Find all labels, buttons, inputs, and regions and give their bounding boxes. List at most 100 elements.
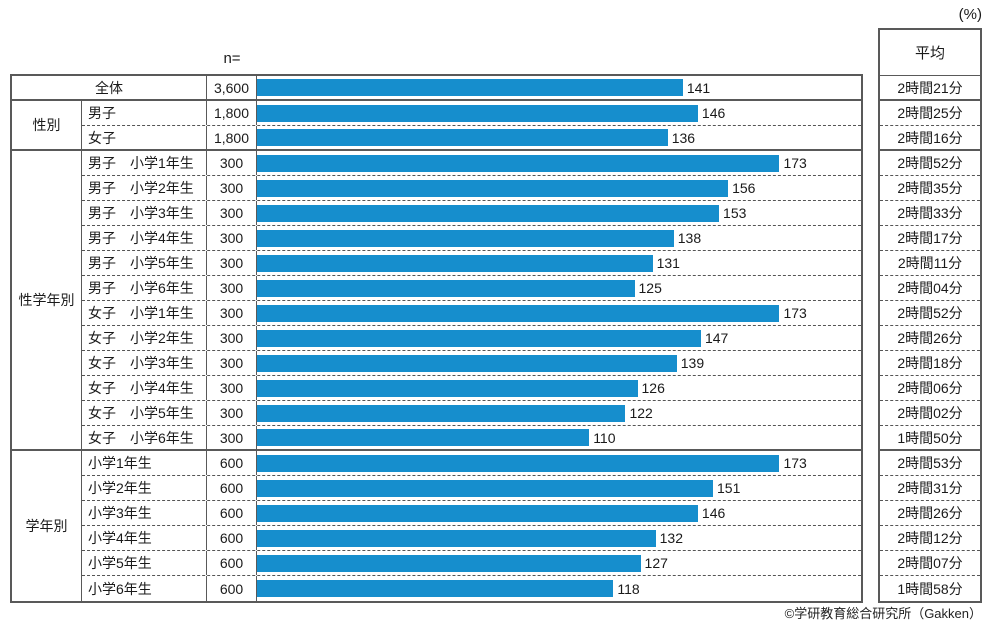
- bar: [257, 529, 656, 547]
- bar-value-label: 138: [677, 230, 702, 246]
- row-n-value: 300: [207, 201, 257, 225]
- row-n-value: 600: [207, 576, 257, 601]
- table-row: 女子 小学5年生 300 122: [82, 401, 861, 426]
- table-row: 女子 小学1年生 300 173: [82, 301, 861, 326]
- table-row: 男子 1,800 146: [82, 101, 861, 126]
- row-n-value: 600: [207, 476, 257, 500]
- average-value: 2時間17分: [880, 226, 980, 251]
- average-value: 2時間31分: [880, 476, 980, 501]
- row-n-value: 600: [207, 526, 257, 550]
- row-bar-cell: 173: [257, 151, 861, 175]
- table-row: 男子 小学2年生 300 156: [82, 176, 861, 201]
- row-bar-cell: 173: [257, 301, 861, 325]
- average-value: 1時間50分: [880, 426, 980, 451]
- bar-value-label: 141: [686, 79, 711, 96]
- row-label: 男子: [82, 101, 207, 125]
- row-bar-cell: 132: [257, 526, 861, 550]
- row-bar-cell: 136: [257, 126, 861, 149]
- row-n-value: 600: [207, 551, 257, 575]
- row-label: 女子 小学3年生: [82, 351, 207, 375]
- table-row: 女子 小学6年生 300 110: [82, 426, 861, 451]
- average-value: 2時間16分: [880, 126, 980, 151]
- row-label: 小学4年生: [82, 526, 207, 550]
- average-value: 1時間58分: [897, 580, 963, 597]
- bar: [257, 329, 701, 347]
- row-bar-cell: 173: [257, 451, 861, 475]
- row-n-value: 600: [207, 451, 257, 475]
- row-bar-cell: 110: [257, 426, 861, 449]
- row-label: 女子 小学1年生: [82, 301, 207, 325]
- bar: [257, 129, 668, 146]
- bar: [257, 79, 683, 96]
- bar: [257, 204, 720, 222]
- average-value: 2時間12分: [880, 526, 980, 551]
- row-bar-cell: 156: [257, 176, 861, 200]
- average-value: 2時間21分: [880, 76, 980, 101]
- bar: [257, 304, 780, 322]
- average-table: 平均 2時間21分 2時間25分 2時間16分 2時間52分 2時間35分 2時間33分 2…: [878, 28, 982, 603]
- row-label: 男子 小学5年生: [82, 251, 207, 275]
- table-row: 男子 小学3年生 300 153: [82, 201, 861, 226]
- group-label: 性別: [12, 101, 82, 151]
- table-row: 小学3年生 600 146: [82, 501, 861, 526]
- row-label: 小学3年生: [82, 501, 207, 525]
- row-label: 全体: [12, 76, 207, 99]
- row-bar-cell: 139: [257, 351, 861, 375]
- row-bar-cell: 151: [257, 476, 861, 500]
- row-label: 女子 小学5年生: [82, 401, 207, 425]
- bar: [257, 279, 635, 297]
- row-n-value: 3,600: [207, 76, 257, 99]
- row-label: 女子 小学6年生: [82, 426, 207, 449]
- bar: [257, 479, 714, 497]
- bar: [257, 154, 780, 172]
- table-row: 小学2年生 600 151: [82, 476, 861, 501]
- row-n-value: 1,800: [207, 126, 257, 149]
- bar-value-label: 173: [783, 455, 807, 471]
- bar-value-label: 173: [783, 305, 807, 321]
- row-bar-cell: 126: [257, 376, 861, 400]
- bar: [257, 179, 729, 197]
- row-label: 男子 小学1年生: [82, 151, 207, 175]
- row-n-value: 300: [207, 351, 257, 375]
- table-row: 全体 3,600 141: [12, 76, 861, 101]
- bar-value-label: 136: [671, 129, 696, 146]
- bar-value-label: 151: [717, 480, 741, 496]
- row-bar-cell: 138: [257, 226, 861, 250]
- row-label: 小学5年生: [82, 551, 207, 575]
- bar: [257, 429, 590, 446]
- average-value: 2時間52分: [880, 301, 980, 326]
- group-label: 性学年別: [12, 151, 82, 451]
- average-table-header: 平均: [880, 30, 980, 76]
- average-value: 2時間18分: [880, 351, 980, 376]
- bar-value-label: 118: [617, 580, 640, 597]
- row-n-value: 300: [207, 401, 257, 425]
- row-bar-cell: 146: [257, 101, 861, 125]
- bar-value-label: 139: [680, 355, 705, 371]
- table-row: 男子 小学5年生 300 131: [82, 251, 861, 276]
- average-value: 2時間26分: [880, 326, 980, 351]
- row-n-value: 300: [207, 426, 257, 449]
- bar-value-label: 122: [629, 405, 653, 421]
- bar-value-label: 126: [641, 380, 665, 396]
- group-label: 学年別: [12, 451, 82, 601]
- row-n-value: 600: [207, 501, 257, 525]
- percent-unit-label: (%): [958, 6, 982, 23]
- row-n-value: 300: [207, 151, 257, 175]
- table-row: 男子 小学6年生 300 125: [82, 276, 861, 301]
- table-row: 男子 小学4年生 300 138: [82, 226, 861, 251]
- table-row: 小学1年生 600 173: [82, 451, 861, 476]
- bar-value-label: 127: [644, 555, 668, 571]
- bar-value-label: 156: [732, 180, 756, 196]
- row-label: 男子 小学4年生: [82, 226, 207, 250]
- source-credit: ©学研教育総合研究所（Gakken）: [784, 606, 982, 621]
- average-value: 2時間04分: [880, 276, 980, 301]
- average-value: 2時間35分: [880, 176, 980, 201]
- bar-value-label: 146: [701, 505, 726, 521]
- row-label: 小学2年生: [82, 476, 207, 500]
- bar-value-label: 147: [704, 330, 729, 346]
- average-value: 2時間52分: [880, 151, 980, 176]
- row-label: 男子 小学2年生: [82, 176, 207, 200]
- row-bar-cell: 141: [257, 76, 861, 99]
- bar: [257, 104, 698, 122]
- row-bar-cell: 118: [257, 576, 861, 601]
